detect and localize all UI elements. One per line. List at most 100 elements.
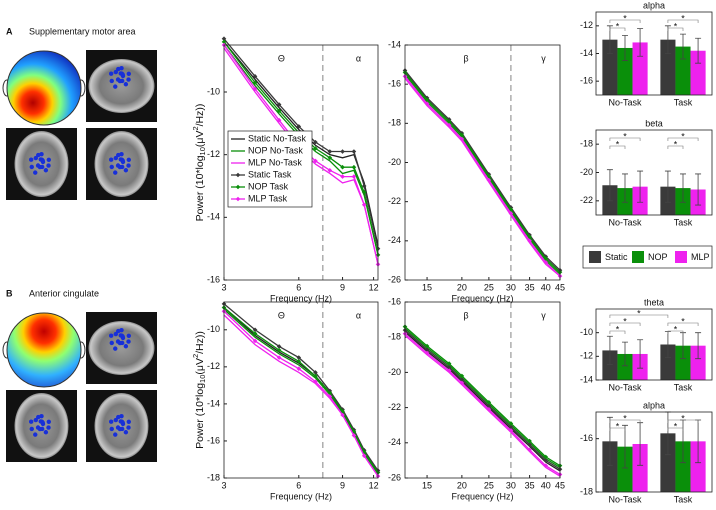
series-marker	[313, 373, 318, 379]
dipole	[108, 157, 114, 162]
series-marker	[313, 139, 318, 145]
dipole	[119, 164, 125, 170]
dipole	[109, 426, 114, 432]
significance-label: *	[681, 13, 685, 23]
legend-label: MLP	[691, 252, 710, 262]
significance-label: *	[623, 413, 627, 423]
series-marker	[446, 122, 452, 128]
series-marker	[327, 394, 333, 399]
x-tick-label: 12	[369, 480, 379, 490]
dipole	[33, 417, 39, 423]
series-marker	[221, 39, 227, 45]
x-tick-label: 40	[541, 282, 551, 292]
dipole	[36, 414, 41, 420]
dipole	[28, 157, 34, 162]
y-tick-label: -20	[580, 167, 593, 177]
bar	[632, 444, 648, 492]
error-bar	[695, 332, 702, 360]
bar	[675, 441, 691, 492]
x-tick-label: No-Task	[608, 382, 642, 392]
significance-label: *	[623, 13, 627, 23]
plot-frame	[223, 44, 379, 281]
y-axis-label-part: Power (10*log	[194, 383, 206, 449]
series-marker	[351, 164, 357, 170]
significance-label: *	[674, 139, 678, 149]
x-tick-label: No-Task	[608, 494, 642, 504]
bar	[660, 344, 676, 380]
legend-label: Static Task	[248, 169, 292, 179]
x-tick-label: 40	[541, 480, 551, 490]
x-axis-label: Frequency (Hz)	[270, 491, 332, 501]
series-line	[404, 334, 561, 477]
dipole	[113, 69, 119, 75]
y-tick-label: -22	[388, 196, 401, 206]
series-marker	[486, 173, 492, 179]
legend-marker	[235, 196, 241, 202]
series-marker	[252, 331, 258, 336]
significance-bracket	[667, 419, 699, 423]
error-bar	[622, 341, 628, 367]
band-label: Θ	[278, 53, 285, 63]
series-marker	[543, 463, 549, 468]
dipole	[118, 333, 123, 338]
series-marker	[252, 74, 258, 79]
dipole	[119, 66, 124, 71]
series-marker	[459, 373, 465, 379]
bar	[617, 47, 633, 95]
series-marker	[446, 368, 452, 373]
topo-map	[6, 312, 82, 388]
brain-images	[2, 312, 157, 462]
significance-bracket	[609, 314, 669, 318]
series-marker	[508, 421, 514, 426]
series-marker	[340, 174, 345, 179]
series-marker	[361, 189, 367, 195]
y-tick-label: -20	[388, 367, 401, 377]
x-tick-label: Task	[674, 217, 693, 227]
series-marker	[527, 442, 532, 447]
series-line	[223, 308, 379, 475]
dipole	[116, 66, 121, 72]
dipole	[119, 78, 125, 84]
plot-frame	[595, 308, 713, 381]
x-tick-label: Task	[674, 97, 693, 107]
series-marker	[424, 97, 430, 103]
legend-box	[227, 130, 313, 208]
dipole	[29, 426, 34, 432]
dipole	[126, 425, 131, 430]
x-tick-label: 20	[457, 480, 467, 490]
x-tick-label: 35	[525, 282, 535, 292]
significance-bracket	[667, 330, 684, 334]
y-tick-label: -12	[207, 149, 220, 159]
y-tick-label: -26	[388, 274, 401, 284]
significance-bracket	[667, 19, 699, 23]
bar	[675, 345, 691, 380]
series-marker	[424, 347, 430, 352]
bar	[632, 42, 648, 95]
legend-label: MLP Task	[248, 193, 288, 203]
x-axis-label: Frequency (Hz)	[451, 293, 513, 303]
dipole	[46, 425, 51, 430]
series-line	[223, 307, 379, 473]
significance-bracket	[609, 145, 626, 149]
x-tick-label: 9	[340, 480, 345, 490]
x-axis-label: Frequency (Hz)	[451, 491, 513, 501]
series-marker	[340, 149, 345, 154]
series-marker	[486, 403, 492, 409]
dipole	[119, 340, 125, 346]
chart-title: alpha	[643, 0, 665, 10]
bar	[660, 433, 676, 492]
y-tick-label: -18	[388, 332, 401, 342]
error-bar	[695, 37, 702, 64]
dipole	[119, 426, 125, 432]
series-marker	[446, 364, 452, 370]
plot-frame	[223, 301, 379, 479]
y-axis-label-part: /Hz))	[194, 104, 206, 127]
significance-bracket	[609, 330, 626, 334]
series-marker	[361, 183, 367, 189]
y-tick-label: -24	[388, 235, 401, 245]
series-marker	[276, 347, 282, 353]
dipole	[116, 152, 121, 158]
x-tick-label: 30	[506, 282, 516, 292]
dipole	[113, 155, 119, 161]
x-tick-label: No-Task	[608, 217, 642, 227]
